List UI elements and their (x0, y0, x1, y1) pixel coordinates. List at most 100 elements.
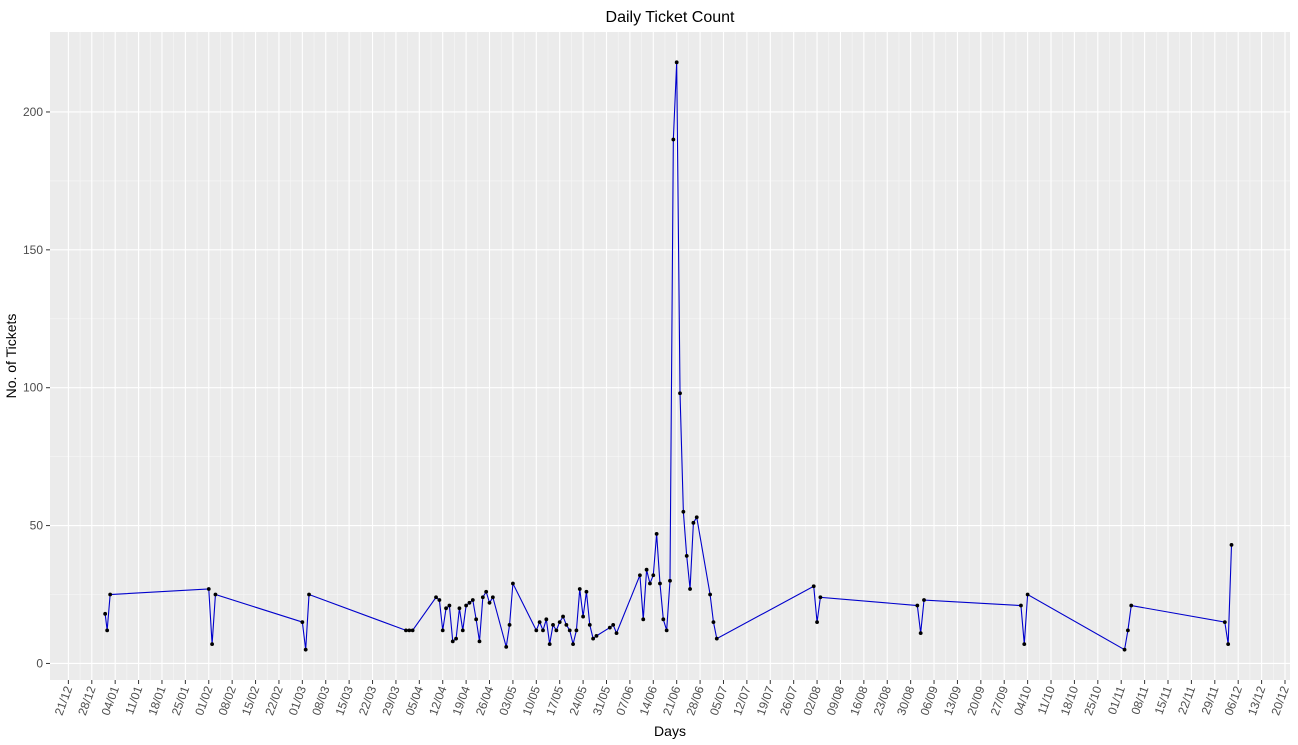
x-tick-label: 14/06 (637, 684, 661, 717)
data-point (511, 581, 515, 586)
data-point (454, 636, 458, 641)
data-point (213, 592, 218, 597)
data-point (537, 620, 542, 624)
data-point (594, 633, 599, 638)
data-point (674, 60, 679, 65)
x-tick-label: 18/10 (1058, 684, 1082, 717)
data-point (591, 636, 596, 641)
data-point (694, 515, 699, 520)
grid (50, 32, 1290, 680)
data-point (918, 631, 923, 636)
x-tick-label: 12/04 (426, 684, 450, 717)
data-point (567, 628, 572, 633)
x-tick-label: 31/05 (590, 684, 614, 717)
x-tick-label: 15/02 (239, 684, 263, 717)
x-tick-label: 04/10 (1011, 684, 1035, 717)
data-point (487, 600, 492, 605)
data-point (922, 598, 926, 602)
x-tick-label: 10/05 (520, 684, 544, 717)
data-point (490, 595, 495, 600)
data-point (108, 592, 113, 597)
x-tick-label: 09/08 (824, 684, 848, 717)
x-tick-label: 18/01 (145, 684, 169, 717)
data-point (584, 589, 589, 594)
data-point (1025, 592, 1030, 597)
data-point (303, 647, 308, 652)
data-point (708, 592, 713, 597)
data-point (457, 606, 462, 611)
x-tick-label: 16/08 (847, 684, 871, 717)
x-tick-label: 03/05 (496, 684, 520, 717)
data-point (404, 628, 408, 633)
data-point (574, 628, 579, 633)
x-tick-label: 29/03 (379, 684, 403, 717)
x-tick-label: 25/10 (1081, 684, 1105, 717)
x-tick-label: 23/08 (871, 684, 895, 717)
data-point (688, 587, 692, 591)
x-tick-label: 07/06 (613, 684, 637, 717)
x-axis-title: Days (654, 723, 686, 739)
data-point (541, 628, 545, 633)
x-tick-label: 24/05 (566, 684, 590, 717)
x-tick-label: 30/08 (894, 684, 918, 717)
data-point (1125, 628, 1130, 633)
x-tick-label: 29/11 (1198, 684, 1221, 716)
x-tick-label: 19/04 (450, 684, 474, 717)
data-point (638, 573, 642, 578)
data-point (206, 587, 211, 591)
data-point (300, 620, 305, 624)
data-point (410, 628, 415, 633)
data-point (440, 628, 445, 633)
data-point (551, 622, 555, 627)
x-tick-label: 22/02 (262, 684, 286, 717)
data-point (684, 554, 689, 558)
chart-title: Daily Ticket Count (606, 9, 735, 26)
data-point (711, 620, 716, 624)
data-point (470, 598, 475, 602)
x-tick-label: 05/04 (403, 684, 427, 717)
x-tick-label: 25/01 (169, 684, 193, 717)
x-tick-label: 13/09 (941, 684, 965, 717)
data-point (534, 628, 539, 633)
x-tick-label: 08/03 (309, 684, 333, 717)
y-tick-label: 200 (23, 105, 43, 119)
x-tick-label: 21/06 (660, 684, 684, 717)
data-point (587, 622, 592, 627)
data-point (210, 642, 215, 647)
data-point (557, 620, 562, 624)
data-point (714, 636, 719, 641)
data-point (437, 598, 442, 602)
x-tick-label: 20/12 (1268, 684, 1292, 717)
data-point (915, 603, 920, 608)
x-tick-label: 22/11 (1175, 684, 1198, 716)
x-tick-label: 12/07 (730, 684, 754, 717)
y-tick-label: 0 (36, 656, 43, 670)
data-point (1229, 542, 1234, 547)
data-point (668, 578, 672, 583)
y-axis-title: No. of Tickets (3, 314, 19, 399)
data-point (611, 622, 616, 627)
data-point (811, 584, 816, 589)
x-tick-label: 26/04 (473, 684, 497, 717)
data-point (571, 642, 575, 647)
data-point (1129, 603, 1134, 608)
x-tick-label: 15/03 (333, 684, 357, 717)
y-tick-label: 50 (30, 519, 44, 533)
x-tick-label: 08/11 (1128, 684, 1151, 716)
data-point (614, 631, 619, 636)
data-point (1122, 647, 1127, 652)
data-point (815, 620, 819, 624)
data-point (480, 595, 485, 600)
x-tick-label: 02/08 (800, 684, 824, 717)
y-tick-label: 100 (23, 381, 43, 395)
data-point (658, 581, 662, 586)
data-point (607, 625, 612, 630)
data-point (450, 639, 455, 644)
data-point (581, 614, 585, 619)
x-tick-label: 05/07 (707, 684, 731, 717)
x-tick-label: 27/09 (988, 684, 1012, 717)
x-tick-label: 11/10 (1035, 684, 1058, 716)
data-point (644, 567, 649, 572)
